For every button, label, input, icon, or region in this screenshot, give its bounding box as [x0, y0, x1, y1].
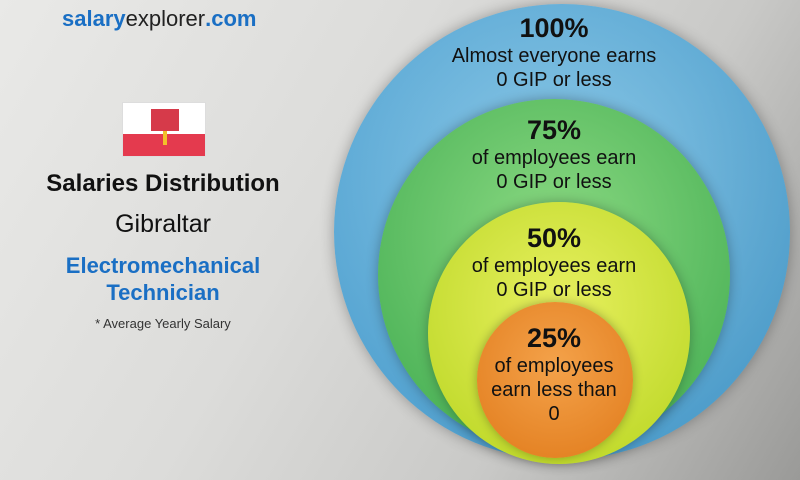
level-25-label: 25% of employees earn less than 0 [491, 323, 617, 425]
key-icon [163, 131, 167, 145]
level-50-label: 50% of employees earn 0 GIP or less [471, 223, 637, 301]
job-title: Electromechanical Technician [65, 253, 261, 305]
page-title: Salaries Distribution [46, 170, 280, 197]
level-75-label: 75% of employees earn 0 GIP or less [471, 115, 637, 193]
brand-logo[interactable]: salaryexplorer.com [62, 6, 257, 31]
castle-icon [151, 109, 179, 131]
salary-note: * Average Yearly Salary [95, 316, 231, 331]
country-name: Gibraltar [115, 210, 211, 238]
level-100-label: 100% Almost everyone earns 0 GIP or less [451, 13, 657, 91]
circle-25 [477, 302, 633, 458]
gibraltar-flag [122, 102, 206, 157]
